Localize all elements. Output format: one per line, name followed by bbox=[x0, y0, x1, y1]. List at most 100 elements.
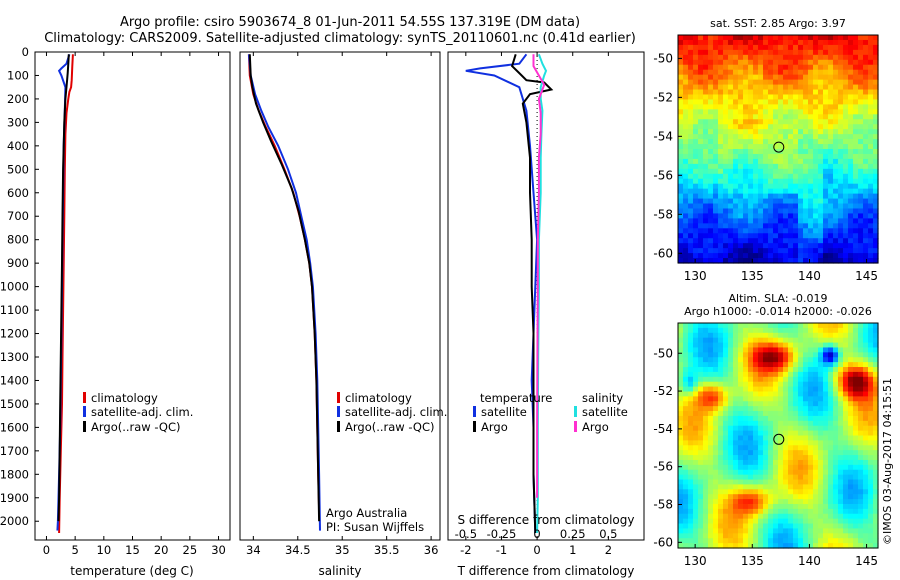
heatmap-cell bbox=[758, 188, 764, 195]
heatmap-cell bbox=[688, 484, 694, 490]
heatmap-cell bbox=[868, 168, 874, 175]
heatmap-cell bbox=[678, 193, 684, 200]
heatmap-cell bbox=[743, 39, 749, 46]
heatmap-cell bbox=[838, 193, 844, 200]
heatmap-cell bbox=[768, 508, 774, 515]
heatmap-cell bbox=[733, 253, 739, 259]
heatmap-cell bbox=[718, 178, 724, 185]
heatmap-cell bbox=[738, 258, 744, 264]
heatmap-cell bbox=[838, 208, 844, 215]
heatmap-cell bbox=[693, 153, 699, 160]
heatmap-cell bbox=[718, 499, 724, 505]
heatmap-cell bbox=[823, 74, 829, 81]
heatmap-cell bbox=[838, 455, 844, 461]
heatmap-cell bbox=[873, 129, 879, 135]
heatmap-cell bbox=[803, 401, 809, 407]
heatmap-cell bbox=[843, 144, 849, 150]
heatmap-cell bbox=[843, 238, 849, 244]
heatmap-cell bbox=[763, 213, 769, 219]
heatmap-cell bbox=[748, 258, 754, 264]
heatmap-cell bbox=[828, 158, 834, 165]
heatmap-cell bbox=[873, 124, 879, 130]
heatmap-cell bbox=[873, 503, 879, 510]
heatmap-cell bbox=[698, 337, 704, 344]
heatmap-cell bbox=[703, 347, 709, 353]
heatmap-cell bbox=[748, 193, 754, 200]
heatmap-cell bbox=[748, 223, 754, 229]
heatmap-cell bbox=[713, 223, 719, 229]
heatmap-cell bbox=[728, 49, 734, 56]
heatmap-cell bbox=[803, 474, 809, 481]
heatmap-cell bbox=[753, 479, 759, 486]
heatmap-cell bbox=[733, 49, 739, 56]
heatmap-cell bbox=[773, 44, 779, 51]
heatmap-cell bbox=[778, 474, 784, 481]
heatmap-cell bbox=[778, 114, 784, 120]
heatmap-cell bbox=[773, 406, 779, 412]
heatmap-cell bbox=[838, 435, 844, 441]
heatmap-cell bbox=[678, 406, 684, 412]
heatmap-cell bbox=[848, 59, 854, 66]
heatmap-cell bbox=[718, 233, 724, 239]
heatmap-cell bbox=[868, 243, 874, 249]
heatmap-cell bbox=[863, 89, 869, 96]
heatmap-cell bbox=[803, 323, 809, 329]
heatmap-cell bbox=[723, 144, 729, 150]
heatmap-cell bbox=[818, 342, 824, 349]
heatmap-cell bbox=[778, 455, 784, 461]
heatmap-cell bbox=[783, 538, 789, 544]
heatmap-cell bbox=[688, 411, 694, 417]
heatmap-cell bbox=[688, 134, 694, 140]
heatmap-cell bbox=[853, 188, 859, 195]
heatmap-cell bbox=[723, 415, 729, 422]
heatmap-cell bbox=[678, 248, 684, 254]
heatmap-cell bbox=[823, 347, 829, 353]
heatmap-cell bbox=[863, 173, 869, 180]
heatmap-cell bbox=[753, 139, 759, 145]
heatmap-cell bbox=[788, 362, 794, 368]
heatmap-cell bbox=[808, 523, 814, 530]
heatmap-cell bbox=[688, 459, 694, 466]
heatmap-cell bbox=[703, 381, 709, 388]
heatmap-cell bbox=[873, 386, 879, 393]
heatmap-cell bbox=[683, 119, 689, 125]
heatmap-cell bbox=[683, 362, 689, 368]
heatmap-cell bbox=[823, 396, 829, 402]
heatmap-cell bbox=[693, 188, 699, 195]
heatmap-cell bbox=[813, 39, 819, 46]
heatmap-cell bbox=[813, 49, 819, 56]
heatmap-cell bbox=[753, 376, 759, 383]
heatmap-cell bbox=[808, 528, 814, 534]
heatmap-cell bbox=[858, 124, 864, 130]
heatmap-cell bbox=[703, 479, 709, 486]
heatmap-cell bbox=[773, 435, 779, 441]
heatmap-cell bbox=[693, 129, 699, 135]
heatmap-cell bbox=[728, 401, 734, 407]
heatmap-cell bbox=[853, 89, 859, 96]
heatmap-cell bbox=[868, 499, 874, 505]
heatmap-cell bbox=[698, 79, 704, 86]
heatmap-cell bbox=[768, 367, 774, 373]
heatmap-cell bbox=[803, 528, 809, 534]
heatmap-cell bbox=[833, 523, 839, 530]
heatmap-cell bbox=[818, 54, 824, 61]
heatmap-cell bbox=[788, 139, 794, 145]
heatmap-cell bbox=[853, 513, 859, 520]
heatmap-cell bbox=[698, 469, 704, 476]
heatmap-cell bbox=[798, 243, 804, 249]
heatmap-cell bbox=[728, 168, 734, 175]
heatmap-cell bbox=[698, 183, 704, 190]
heatmap-cell bbox=[793, 381, 799, 388]
heatmap-cell bbox=[743, 533, 749, 539]
heatmap-cell bbox=[763, 327, 769, 334]
heatmap-cell bbox=[873, 371, 879, 378]
heatmap-cell bbox=[728, 435, 734, 441]
heatmap-cell bbox=[678, 213, 684, 219]
legend-swatch-satellite bbox=[337, 406, 340, 417]
heatmap-cell bbox=[738, 49, 744, 56]
heatmap-cell bbox=[753, 459, 759, 466]
heatmap-cell bbox=[723, 198, 729, 205]
heatmap-cell bbox=[828, 367, 834, 373]
heatmap-cell bbox=[763, 533, 769, 539]
heatmap-cell bbox=[788, 74, 794, 81]
